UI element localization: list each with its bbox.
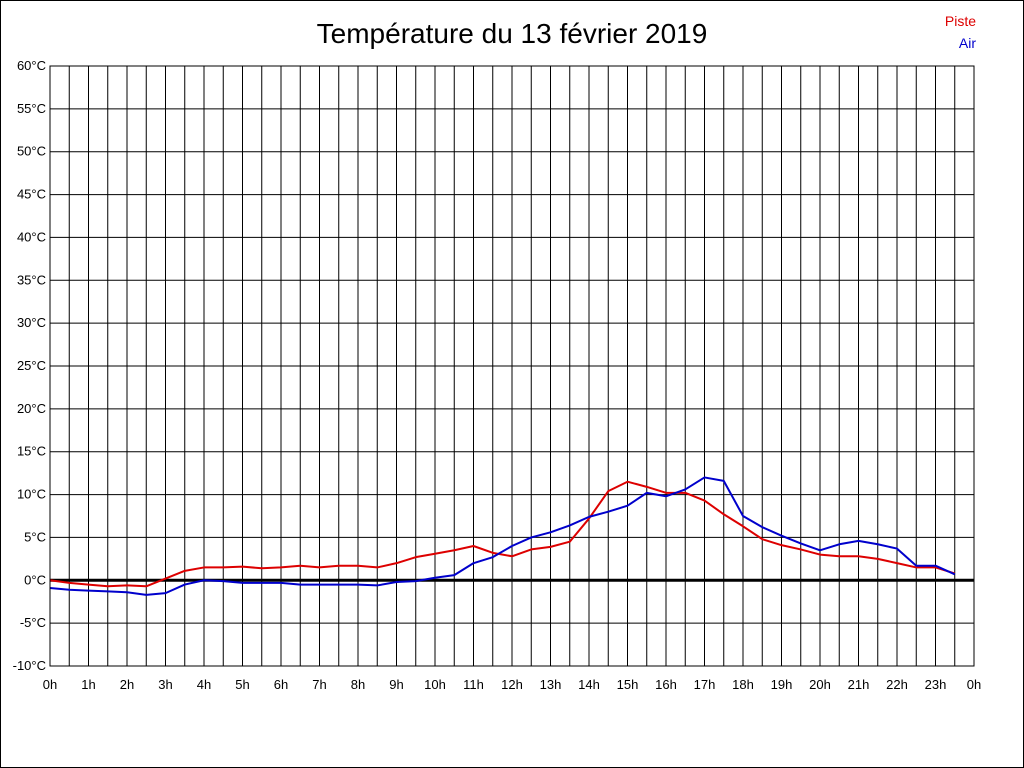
series-line-piste xyxy=(49,480,956,588)
x-tick-label: 15h xyxy=(617,677,639,692)
y-tick-label: 50°C xyxy=(17,144,46,159)
y-tick-label: 60°C xyxy=(17,58,46,73)
legend-entry-air: Air xyxy=(958,35,976,51)
y-tick-label: 20°C xyxy=(17,401,46,416)
x-tick-label: 2h xyxy=(120,677,134,692)
y-tick-label: -10°C xyxy=(13,658,46,673)
x-tick-label: 10h xyxy=(424,677,446,692)
y-tick-label: -5°C xyxy=(20,615,46,630)
chart-title: Température du 13 février 2019 xyxy=(316,18,708,49)
x-tick-label: 9h xyxy=(389,677,403,692)
series-line-air xyxy=(49,476,956,596)
x-tick-label: 1h xyxy=(81,677,95,692)
x-tick-label: 20h xyxy=(809,677,831,692)
y-tick-label: 25°C xyxy=(17,358,46,373)
x-tick-label: 3h xyxy=(158,677,172,692)
x-tick-label: 0h xyxy=(43,677,57,692)
x-tick-label: 4h xyxy=(197,677,211,692)
grid-lines xyxy=(49,65,975,667)
y-tick-label: 10°C xyxy=(17,487,46,502)
y-tick-label: 40°C xyxy=(17,229,46,244)
x-tick-label: 14h xyxy=(578,677,600,692)
x-tick-label: 23h xyxy=(925,677,947,692)
x-tick-label: 22h xyxy=(886,677,908,692)
x-tick-label: 0h xyxy=(967,677,981,692)
x-tick-label: 17h xyxy=(694,677,716,692)
y-tick-label: 5°C xyxy=(24,529,46,544)
y-tick-label: 35°C xyxy=(17,272,46,287)
x-tick-label: 8h xyxy=(351,677,365,692)
y-tick-label: 30°C xyxy=(17,315,46,330)
x-tick-label: 13h xyxy=(540,677,562,692)
x-tick-label: 12h xyxy=(501,677,523,692)
x-tick-label: 18h xyxy=(732,677,754,692)
x-tick-label: 7h xyxy=(312,677,326,692)
plot-border xyxy=(49,65,975,667)
legend-entry-piste: Piste xyxy=(944,13,976,29)
x-tick-label: 11h xyxy=(463,677,484,692)
x-tick-label: 16h xyxy=(655,677,677,692)
y-tick-label: 15°C xyxy=(17,444,46,459)
x-tick-label: 6h xyxy=(274,677,288,692)
x-tick-label: 5h xyxy=(235,677,249,692)
x-tick-label: 21h xyxy=(848,677,870,692)
y-tick-label: 0°C xyxy=(24,572,46,587)
y-tick-label: 45°C xyxy=(17,187,46,202)
series-lines xyxy=(49,476,956,596)
x-tick-labels: 0h 1h 2h 3h 4h 5h 6h 7h 8h 9h 10h 11h 12h 13h 14h 15h 16… xyxy=(43,677,981,692)
x-tick-label: 19h xyxy=(771,677,793,692)
y-tick-label: 55°C xyxy=(17,101,46,116)
y-tick-labels: -10°C -5°C 0°C 5°C 10°C 15°C 20°C 25°C 30°C 35°C 4… xyxy=(13,58,46,673)
